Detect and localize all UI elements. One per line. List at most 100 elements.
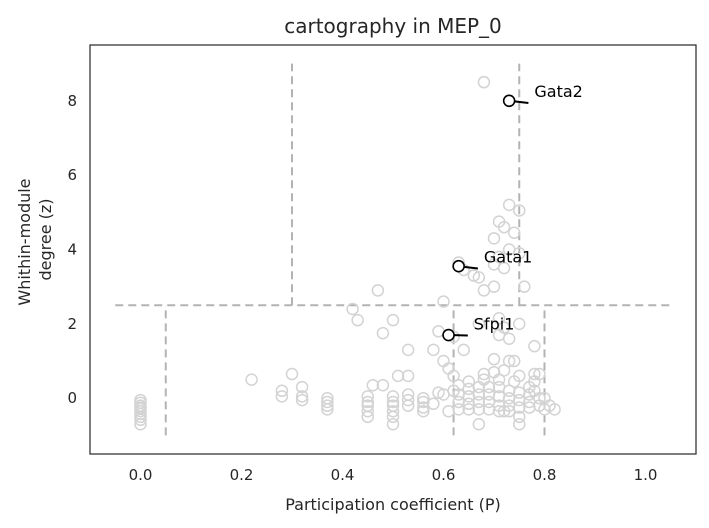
y-axis-label: Whithin-module degree (z)	[15, 173, 55, 305]
gene-point	[513, 401, 526, 414]
gene-point	[376, 378, 390, 392]
gene-point	[528, 339, 541, 353]
gene-point	[472, 271, 486, 284]
gene-point	[361, 390, 374, 403]
gene-point	[295, 380, 309, 394]
gene-point	[447, 369, 460, 383]
gene-point	[245, 373, 258, 386]
x-axis-label: Participation coefficient (P)	[285, 495, 501, 514]
gene-point	[401, 399, 415, 412]
x-tick-label: 0.0	[129, 466, 153, 484]
gene-point	[457, 343, 470, 357]
gene-point	[442, 404, 455, 418]
gene-point	[295, 390, 309, 403]
gene-point	[134, 418, 147, 431]
gene-point	[285, 367, 299, 381]
gene-point	[497, 404, 511, 418]
gene-point	[513, 418, 526, 431]
gene-point	[401, 369, 415, 383]
gene-point	[371, 284, 385, 297]
background-points	[134, 75, 561, 431]
highlight-point-gata1	[452, 259, 465, 273]
gene-point	[487, 352, 501, 366]
gene-point	[472, 403, 486, 416]
y-tick-label: 6	[67, 166, 77, 184]
gene-point	[417, 404, 430, 418]
gene-point	[386, 418, 400, 431]
gene-point	[386, 313, 400, 327]
highlight-point-sfpi1	[442, 328, 455, 342]
gene-point	[502, 198, 516, 212]
gene-point	[321, 399, 334, 412]
gene-point	[502, 332, 516, 345]
x-tick-label: 0.8	[533, 466, 557, 484]
gene-point	[346, 302, 359, 316]
gene-point	[507, 226, 521, 240]
gene-point	[507, 354, 521, 368]
gene-point	[528, 384, 541, 398]
gene-point	[361, 404, 374, 418]
gene-point	[401, 393, 415, 407]
gene-point	[386, 404, 400, 418]
gene-point	[386, 390, 400, 403]
gene-point	[492, 373, 506, 386]
gene-point	[497, 261, 511, 275]
y-tick-label: 8	[67, 92, 77, 110]
x-tick-label: 0.6	[432, 466, 456, 484]
gene-point	[477, 75, 491, 89]
gene-point	[472, 388, 486, 401]
gene-point	[134, 413, 147, 427]
gene-point	[472, 395, 486, 409]
gene-point	[452, 378, 465, 392]
gene-label-gata1: Gata1	[484, 248, 532, 267]
gene-point	[134, 401, 147, 414]
gene-point	[361, 410, 374, 424]
gene-point	[472, 317, 486, 331]
gene-point	[528, 367, 541, 381]
gene-point	[401, 343, 415, 357]
highlight-point-gata2	[502, 94, 516, 108]
gene-point	[502, 354, 516, 368]
gene-point	[513, 204, 526, 217]
y-axis-label-line-1: Whithin-module	[15, 178, 34, 305]
gene-point	[492, 404, 506, 418]
gene-point	[437, 295, 450, 308]
highlighted-genes: Gata2 Gata1 Sfpi1	[442, 82, 583, 342]
gene-point	[275, 390, 289, 403]
gene-point	[275, 384, 289, 398]
region-lines	[115, 63, 671, 436]
gene-point	[477, 284, 491, 297]
gene-point	[386, 410, 400, 424]
gene-point	[386, 395, 400, 409]
x-tick-label: 0.4	[331, 466, 355, 484]
y-tick-label: 2	[67, 315, 77, 333]
gene-label-gata2: Gata2	[534, 82, 582, 101]
plot-frame	[89, 44, 697, 455]
gene-point	[513, 410, 526, 424]
gene-point	[487, 280, 501, 293]
gene-point	[321, 403, 334, 416]
gene-point	[518, 280, 531, 293]
x-axis: 0.0 0.2 0.4 0.6 0.8 1.0	[129, 466, 658, 484]
gene-point	[351, 313, 364, 327]
y-axis: 0 2 4 6 8	[67, 92, 77, 407]
x-tick-label: 0.2	[230, 466, 254, 484]
gene-point	[548, 403, 561, 416]
gene-point	[134, 410, 147, 424]
gene-point	[492, 312, 506, 325]
gene-point	[462, 403, 475, 416]
y-tick-label: 4	[67, 241, 77, 259]
gene-point	[361, 395, 374, 409]
gene-point	[497, 364, 511, 377]
gene-point	[417, 391, 430, 405]
gene-point	[513, 317, 526, 331]
y-axis-label-line-2: degree (z)	[36, 198, 55, 280]
gene-point	[427, 397, 440, 411]
chart-title: cartography in MEP_0	[284, 14, 502, 38]
gene-point	[487, 232, 501, 245]
gene-point	[391, 369, 405, 383]
gene-point	[472, 380, 486, 394]
gene-point	[366, 378, 380, 392]
gene-point	[507, 375, 521, 388]
